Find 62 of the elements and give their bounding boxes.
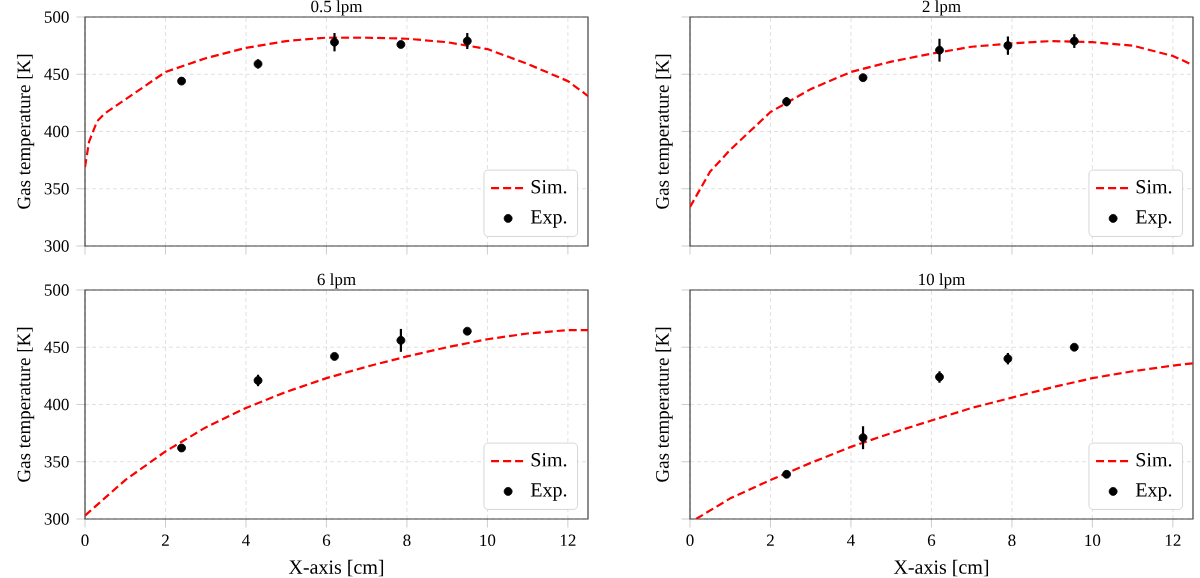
point	[782, 469, 791, 479]
x-tick-label: 10	[1085, 534, 1101, 547]
legend-label: Sim.	[531, 180, 567, 194]
x-tick-label: 0	[686, 534, 694, 547]
point	[330, 352, 339, 361]
x-tick-label: 8	[1008, 534, 1016, 547]
y-tick-label: 400	[44, 398, 69, 411]
legend-label: Sim.	[1136, 453, 1172, 467]
x-tick-label: 2	[161, 534, 169, 546]
x-tick-label: 10	[480, 534, 496, 547]
chart-title: 2 lpm	[922, 0, 961, 16]
y-tick-label: 450	[44, 68, 69, 80]
point	[935, 45, 944, 55]
point	[177, 443, 186, 453]
x-tick-label: 4	[242, 534, 250, 546]
legend-label: Exp.	[1135, 483, 1172, 501]
line-series	[85, 328, 588, 517]
legend-label: Exp.	[1135, 210, 1172, 228]
point	[1003, 354, 1013, 364]
chart-title: 0.5 lpm	[311, 0, 363, 16]
point	[462, 36, 472, 46]
legend-label: Exp.	[530, 483, 567, 501]
x-tick-label: 6	[927, 534, 936, 546]
y-tick-label: 450	[44, 341, 69, 353]
y-tick-label: 500	[44, 284, 69, 296]
y-tick-label: 400	[44, 125, 69, 138]
legend-label: Sim.	[531, 453, 567, 467]
point	[782, 97, 791, 107]
y-axis-title: Gas temperature [K]	[655, 327, 673, 482]
point	[330, 37, 339, 47]
x-axis-title: X-axis [cm]	[893, 559, 989, 577]
x-axis-title: X-axis [cm]	[288, 559, 384, 577]
point	[396, 335, 406, 345]
x-tick-label: 0	[81, 534, 89, 547]
x-tick-label: 12	[1165, 534, 1181, 546]
x-tick-label: 12	[560, 534, 576, 546]
legend-label: Sim.	[1136, 180, 1172, 194]
point	[1069, 342, 1079, 352]
y-tick-label: 300	[44, 240, 69, 252]
legend-label: Exp.	[530, 210, 567, 228]
x-tick-label: 4	[847, 534, 855, 546]
y-axis-title: Gas temperature [K]	[16, 327, 35, 482]
point	[935, 372, 944, 382]
point	[396, 40, 406, 49]
y-tick-label: 350	[44, 456, 69, 468]
point	[1003, 41, 1013, 51]
x-tick-label: 8	[403, 534, 411, 547]
y-tick-label: 500	[44, 11, 69, 23]
chart-title: 10 lpm	[919, 273, 966, 289]
y-tick-label: 350	[44, 183, 69, 195]
point	[1069, 36, 1079, 46]
y-axis-title: Gas temperature [K]	[16, 54, 35, 209]
point	[858, 433, 868, 443]
point	[177, 76, 186, 86]
x-tick-label: 2	[766, 534, 774, 546]
y-axis-title: Gas temperature [K]	[655, 54, 673, 209]
x-tick-label: 6	[322, 534, 331, 546]
point	[462, 326, 472, 336]
y-tick-label: 300	[44, 513, 69, 525]
point	[253, 376, 263, 385]
chart-title: 6 lpm	[317, 273, 356, 289]
point	[858, 73, 868, 83]
